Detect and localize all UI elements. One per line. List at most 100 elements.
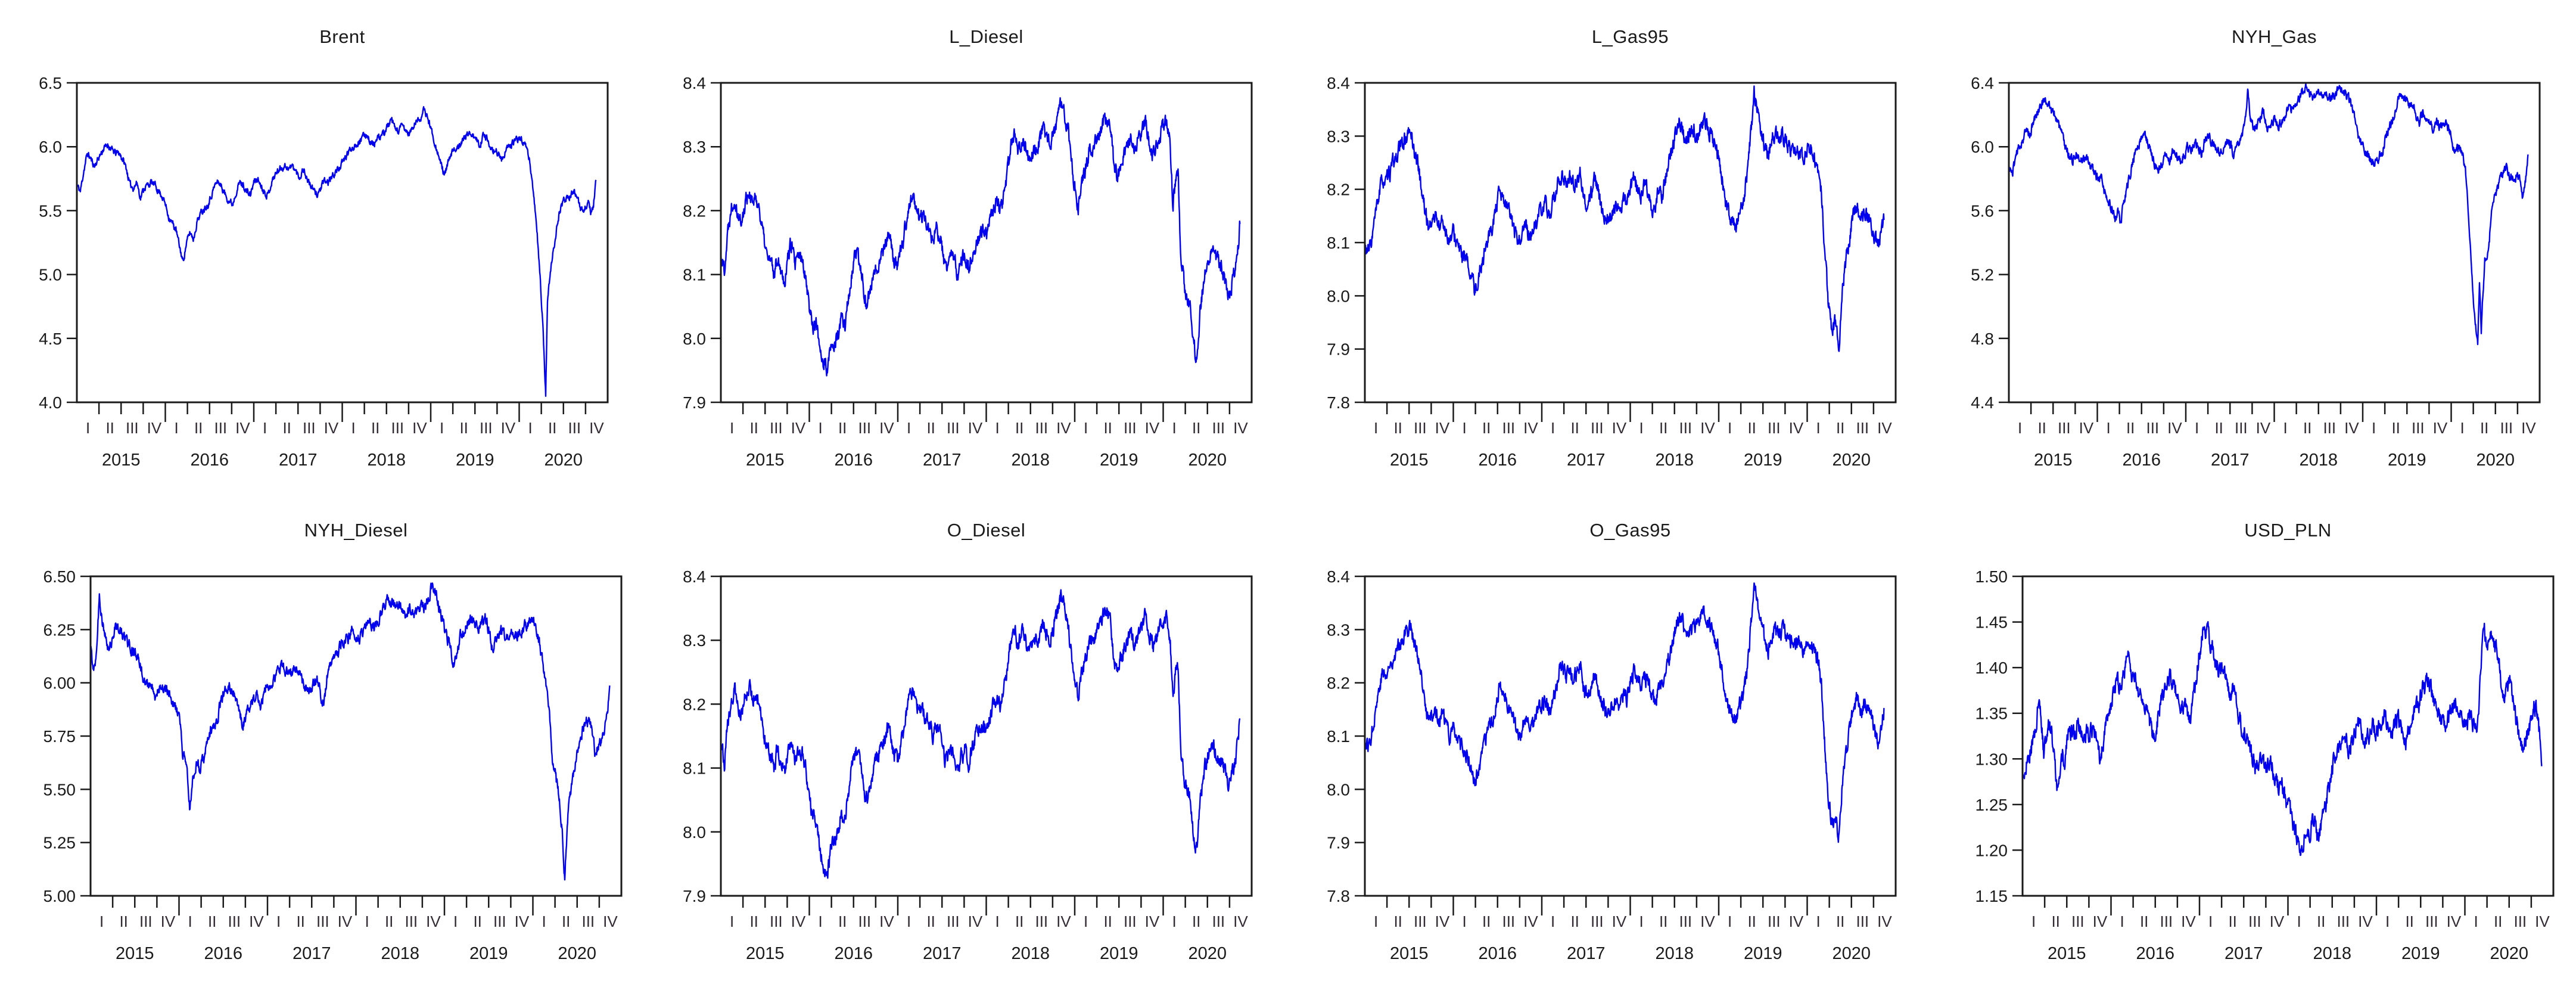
svg-text:5.50: 5.50 xyxy=(43,780,76,799)
svg-text:2016: 2016 xyxy=(2122,451,2161,470)
svg-text:III: III xyxy=(228,912,241,930)
svg-text:2020: 2020 xyxy=(1832,944,1871,963)
svg-text:IV: IV xyxy=(1789,912,1804,930)
svg-text:5.75: 5.75 xyxy=(43,727,76,746)
svg-text:III: III xyxy=(1414,419,1427,437)
svg-text:2019: 2019 xyxy=(2388,451,2426,470)
svg-text:I: I xyxy=(2297,912,2301,930)
svg-text:2019: 2019 xyxy=(456,451,494,470)
svg-text:8.3: 8.3 xyxy=(683,631,706,650)
svg-text:IV: IV xyxy=(1789,419,1804,437)
svg-text:II: II xyxy=(208,912,216,930)
svg-text:II: II xyxy=(2480,419,2488,437)
svg-text:III: III xyxy=(947,912,960,930)
svg-text:IV: IV xyxy=(1612,419,1627,437)
svg-text:8.2: 8.2 xyxy=(683,695,706,713)
svg-text:III: III xyxy=(568,419,581,437)
svg-text:8.3: 8.3 xyxy=(1327,620,1350,639)
svg-text:III: III xyxy=(1768,419,1781,437)
svg-text:5.25: 5.25 xyxy=(43,834,76,852)
svg-text:2015: 2015 xyxy=(116,944,154,963)
svg-text:1.35: 1.35 xyxy=(1975,704,2008,723)
chart-panel-o-diesel: 8.4 8.3 8.2 8.1 8.0 7.9 I II III IV 2015 I II III IV 20… xyxy=(644,494,1288,987)
svg-text:III: III xyxy=(2235,419,2248,437)
svg-text:2015: 2015 xyxy=(746,944,785,963)
svg-text:III: III xyxy=(1856,912,1869,930)
svg-text:I: I xyxy=(2385,912,2390,930)
svg-text:III: III xyxy=(581,912,595,930)
svg-text:IV: IV xyxy=(2093,912,2108,930)
svg-text:6.0: 6.0 xyxy=(39,138,62,156)
svg-text:IV: IV xyxy=(1435,912,1450,930)
svg-text:II: II xyxy=(371,419,379,437)
svg-text:I: I xyxy=(99,912,104,930)
svg-text:2020: 2020 xyxy=(1188,944,1227,963)
svg-text:7.9: 7.9 xyxy=(1327,834,1350,852)
chart-title-usd-pln: USD_PLN xyxy=(2244,520,2332,541)
svg-text:III: III xyxy=(858,419,871,437)
svg-text:IV: IV xyxy=(589,419,604,437)
svg-text:2020: 2020 xyxy=(1832,451,1871,470)
svg-text:IV: IV xyxy=(1877,419,1892,437)
svg-text:II: II xyxy=(1747,419,1756,437)
svg-text:5.6: 5.6 xyxy=(1971,201,1994,220)
svg-text:IV: IV xyxy=(501,419,516,437)
svg-text:I: I xyxy=(440,419,444,437)
svg-text:III: III xyxy=(2323,419,2336,437)
svg-text:2016: 2016 xyxy=(190,451,229,470)
svg-text:I: I xyxy=(351,419,355,437)
svg-text:III: III xyxy=(1212,419,1225,437)
svg-text:I: I xyxy=(2018,419,2022,437)
svg-text:IV: IV xyxy=(1056,912,1071,930)
chart-panel-o-gas95: 8.4 8.3 8.2 8.1 8.0 7.9 7.8 I II III IV 2015 I II III I… xyxy=(1288,494,1932,987)
svg-text:I: I xyxy=(2106,419,2110,437)
svg-text:2017: 2017 xyxy=(2225,944,2263,963)
svg-text:7.8: 7.8 xyxy=(1327,887,1350,905)
svg-text:II: II xyxy=(1192,912,1200,930)
svg-text:I: I xyxy=(1084,912,1088,930)
svg-text:2020: 2020 xyxy=(2476,451,2515,470)
svg-text:II: II xyxy=(385,912,393,930)
svg-text:1.40: 1.40 xyxy=(1975,659,2008,677)
svg-text:II: II xyxy=(1659,419,1667,437)
svg-text:IV: IV xyxy=(1612,912,1627,930)
svg-text:III: III xyxy=(947,419,960,437)
svg-text:IV: IV xyxy=(426,912,441,930)
svg-text:IV: IV xyxy=(2535,912,2550,930)
svg-text:8.4: 8.4 xyxy=(1327,567,1350,586)
svg-text:2015: 2015 xyxy=(102,451,141,470)
svg-text:2017: 2017 xyxy=(1567,451,1606,470)
svg-text:8.3: 8.3 xyxy=(683,138,706,156)
svg-text:4.5: 4.5 xyxy=(39,330,62,348)
svg-text:III: III xyxy=(1035,419,1048,437)
svg-text:II: II xyxy=(2214,419,2223,437)
svg-text:II: II xyxy=(1570,912,1579,930)
svg-text:II: II xyxy=(1482,912,1491,930)
svg-text:8.1: 8.1 xyxy=(1327,234,1350,252)
svg-text:III: III xyxy=(480,419,493,437)
svg-text:I: I xyxy=(263,419,267,437)
svg-text:2019: 2019 xyxy=(1744,944,1782,963)
svg-text:I: I xyxy=(2372,419,2376,437)
svg-text:6.00: 6.00 xyxy=(43,674,76,693)
svg-text:2016: 2016 xyxy=(1478,944,1517,963)
svg-text:III: III xyxy=(2513,912,2527,930)
svg-text:7.9: 7.9 xyxy=(683,887,706,905)
svg-text:2020: 2020 xyxy=(1188,451,1227,470)
svg-text:I: I xyxy=(730,912,734,930)
svg-text:2018: 2018 xyxy=(2299,451,2338,470)
svg-text:8.1: 8.1 xyxy=(683,759,706,778)
svg-text:III: III xyxy=(1591,419,1604,437)
svg-text:2019: 2019 xyxy=(1100,944,1138,963)
svg-text:1.30: 1.30 xyxy=(1975,750,2008,768)
svg-text:8.0: 8.0 xyxy=(683,330,706,348)
svg-text:I: I xyxy=(1639,419,1643,437)
svg-text:III: III xyxy=(2337,912,2350,930)
svg-text:5.00: 5.00 xyxy=(43,887,76,905)
svg-text:IV: IV xyxy=(2256,419,2271,437)
svg-text:IV: IV xyxy=(324,419,339,437)
svg-text:II: II xyxy=(2126,419,2135,437)
svg-text:I: I xyxy=(1728,912,1732,930)
chart-title-brent: Brent xyxy=(319,26,365,47)
